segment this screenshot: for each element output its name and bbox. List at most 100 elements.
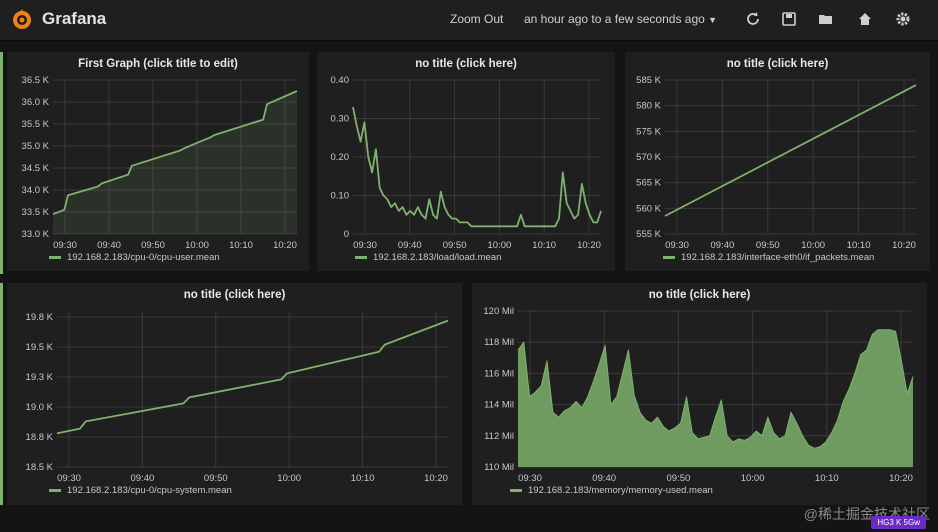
data-point — [901, 360, 903, 362]
legend-item[interactable]: 192.168.2.183/cpu-0/cpu-system.mean — [49, 485, 232, 496]
data-point — [262, 119, 264, 121]
data-point — [593, 222, 595, 224]
x-tick-label: 10:10 — [847, 240, 871, 251]
grafana-logo-icon[interactable] — [10, 8, 34, 32]
panel-title[interactable]: no title (click here) — [726, 58, 829, 70]
data-point — [398, 210, 400, 212]
time-range-picker[interactable]: an hour ago to a few seconds ago ▼ — [524, 12, 717, 26]
data-point — [761, 435, 763, 437]
zoom-out-button[interactable]: Zoom Out — [450, 12, 504, 26]
data-point — [467, 222, 469, 224]
y-tick-label: 19.5 K — [26, 342, 54, 353]
data-point — [668, 430, 670, 432]
x-tick-label: 09:50 — [756, 240, 780, 251]
panel-title[interactable]: First Graph (click title to edit) — [78, 58, 238, 70]
app-name[interactable]: Grafana — [42, 9, 107, 28]
data-point — [444, 206, 446, 208]
row-1-marker[interactable] — [0, 52, 3, 274]
legend-label: 192.168.2.183/cpu-0/cpu-user.mean — [67, 252, 220, 263]
legend-swatch — [49, 488, 61, 492]
data-point — [127, 174, 129, 176]
x-tick-label: 10:10 — [229, 240, 253, 251]
x-tick-label: 09:40 — [398, 240, 422, 251]
data-point — [854, 373, 856, 375]
x-tick-label: 09:30 — [518, 473, 542, 484]
gear-icon[interactable] — [895, 11, 911, 27]
data-point — [266, 103, 268, 105]
data-point — [384, 344, 386, 346]
panel-title[interactable]: no title (click here) — [415, 58, 517, 70]
data-point — [599, 363, 601, 365]
data-point — [516, 226, 518, 228]
row-2-marker[interactable] — [0, 283, 3, 505]
x-tick-label: 09:50 — [204, 473, 228, 484]
y-tick-label: 0.10 — [331, 191, 350, 202]
data-point — [56, 433, 58, 435]
x-tick-label: 10:00 — [741, 473, 765, 484]
data-point — [474, 226, 476, 228]
graph-panel: no title (click here) 0 0.10 0.20 0.30 0.40 0… — [317, 52, 615, 271]
plot-area: 0 0.10 0.20 0.30 0.40 09:30 09:40 09:50 10:00 10:… — [331, 75, 602, 251]
data-point — [837, 419, 839, 421]
refresh-icon[interactable] — [745, 11, 761, 27]
legend-label: 192.168.2.183/interface-eth0/if_packets.… — [681, 252, 875, 263]
data-point — [622, 373, 624, 375]
data-point — [280, 379, 282, 381]
folder-open-icon[interactable] — [818, 11, 834, 27]
x-tick-label: 09:30 — [57, 473, 81, 484]
x-tick-label: 10:10 — [532, 240, 556, 251]
data-point — [524, 226, 526, 228]
data-point — [390, 206, 392, 208]
data-point — [906, 393, 908, 395]
legend-item[interactable]: 192.168.2.183/cpu-0/cpu-user.mean — [49, 252, 220, 263]
data-point — [750, 437, 752, 439]
graph-panel: no title (click here) 555 K 560 K 565 K 570… — [625, 52, 930, 271]
legend-item[interactable]: 192.168.2.183/load/load.mean — [355, 252, 501, 263]
x-tick-label: 10:20 — [892, 240, 916, 251]
x-tick-label: 09:30 — [665, 240, 689, 251]
series-area — [518, 329, 913, 467]
legend-item[interactable]: 192.168.2.183/memory/memory-used.mean — [510, 485, 713, 496]
data-point — [383, 195, 385, 197]
data-point — [512, 226, 514, 228]
data-point — [633, 394, 635, 396]
data-point — [831, 432, 833, 434]
data-point — [872, 334, 874, 336]
x-tick-label: 09:30 — [53, 240, 77, 251]
data-point — [912, 376, 914, 378]
y-tick-label: 34.0 K — [22, 185, 50, 196]
graph-panel: no title (click here) 18.5 K 18.8 K 19.0 K… — [7, 283, 462, 505]
data-point — [547, 226, 549, 228]
data-point — [721, 399, 723, 401]
series-line — [517, 329, 914, 449]
y-tick-label: 580 K — [636, 101, 661, 112]
y-tick-label: 33.5 K — [22, 207, 50, 218]
data-point — [425, 218, 427, 220]
series-line — [56, 319, 449, 435]
data-point — [535, 226, 537, 228]
data-point — [802, 435, 804, 437]
data-point — [558, 416, 560, 418]
y-tick-label: 0.40 — [331, 75, 350, 86]
data-point — [889, 329, 891, 331]
y-tick-label: 560 K — [636, 203, 661, 214]
series-area — [53, 91, 297, 234]
legend-label: 192.168.2.183/load/load.mean — [373, 252, 502, 263]
panel-title[interactable]: no title (click here) — [183, 289, 286, 301]
series-line — [52, 90, 298, 216]
panel-title[interactable]: no title (click here) — [648, 289, 751, 301]
home-icon[interactable] — [857, 11, 873, 27]
data-point — [596, 222, 598, 224]
data-point — [451, 218, 453, 220]
data-point — [520, 214, 522, 216]
data-point — [697, 438, 699, 440]
data-point — [703, 437, 705, 439]
x-tick-label: 10:00 — [185, 240, 209, 251]
data-point — [883, 329, 885, 331]
legend-item[interactable]: 192.168.2.183/interface-eth0/if_packets.… — [663, 252, 874, 263]
save-icon[interactable] — [781, 11, 797, 27]
data-point — [131, 165, 133, 167]
data-point — [674, 427, 676, 429]
y-tick-label: 120 Mil — [483, 306, 514, 317]
data-point — [482, 226, 484, 228]
